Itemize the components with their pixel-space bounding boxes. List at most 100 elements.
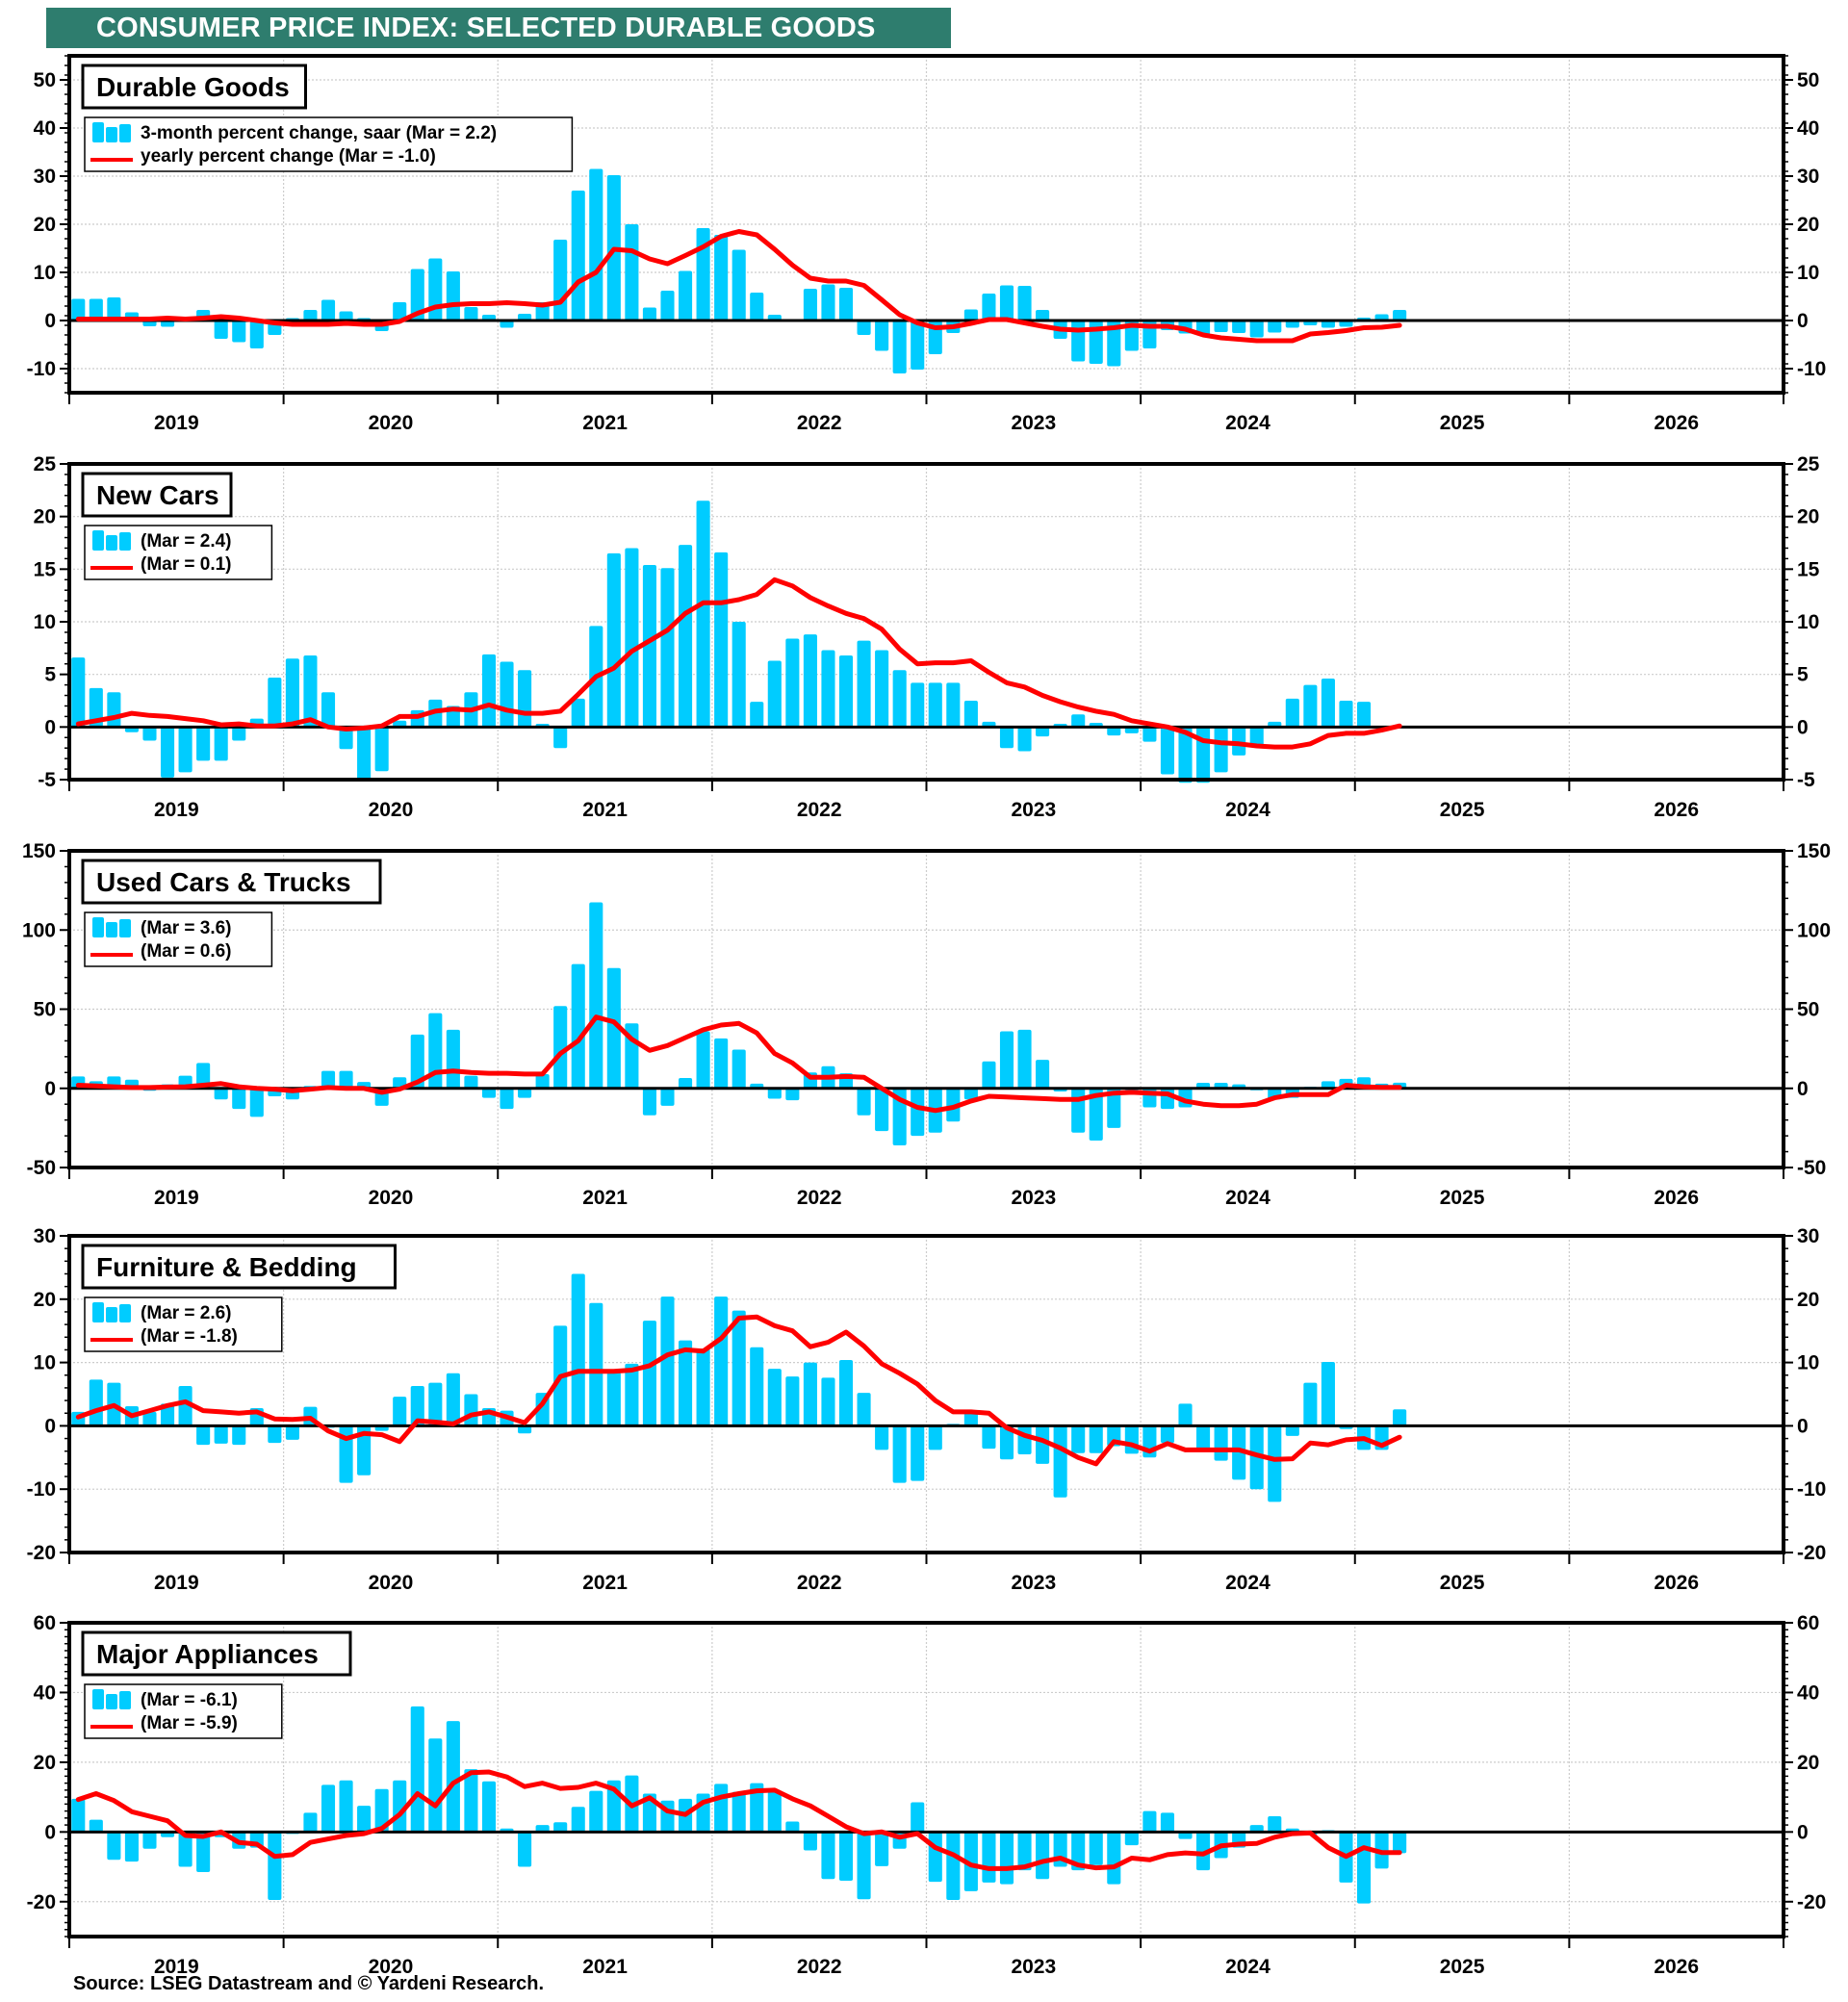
bar bbox=[321, 1070, 336, 1089]
bar bbox=[875, 321, 889, 351]
bar bbox=[1214, 1425, 1228, 1461]
bar bbox=[1071, 1088, 1086, 1133]
y-tick-label-left: -10 bbox=[27, 358, 56, 380]
bar bbox=[71, 298, 86, 321]
legend-label-bars: (Mar = -6.1) bbox=[141, 1690, 238, 1710]
bar bbox=[1178, 1832, 1193, 1839]
bar bbox=[1107, 1832, 1121, 1885]
bar bbox=[285, 1425, 299, 1440]
x-tick-label: 2019 bbox=[154, 412, 199, 434]
x-tick-label: 2023 bbox=[1011, 799, 1056, 821]
y-tick-label-left: 20 bbox=[34, 1289, 56, 1311]
bar bbox=[464, 1075, 478, 1089]
bar bbox=[160, 321, 175, 327]
y-tick-label-right: 10 bbox=[1797, 611, 1819, 633]
bar bbox=[821, 284, 835, 321]
y-tick-label-right: 25 bbox=[1797, 453, 1820, 475]
bar bbox=[732, 622, 746, 728]
legend: 3-month percent change, saar (Mar = 2.2)… bbox=[84, 116, 574, 172]
bar bbox=[750, 702, 764, 728]
bar bbox=[750, 293, 764, 321]
title-frame bbox=[81, 64, 307, 110]
bar bbox=[249, 1088, 264, 1117]
bar bbox=[696, 1348, 710, 1426]
bar bbox=[606, 967, 621, 1089]
title-frame bbox=[81, 472, 233, 518]
bar bbox=[892, 670, 907, 728]
bar bbox=[374, 727, 389, 772]
bar bbox=[1232, 1425, 1246, 1480]
bar bbox=[857, 640, 871, 728]
bar bbox=[1285, 321, 1299, 328]
bar bbox=[1303, 1382, 1318, 1426]
bar bbox=[1071, 714, 1086, 728]
bar bbox=[714, 235, 729, 321]
bar bbox=[1036, 1425, 1050, 1464]
bar bbox=[589, 1302, 603, 1426]
bar bbox=[1071, 1425, 1086, 1453]
bar bbox=[1107, 321, 1121, 367]
bar bbox=[803, 289, 817, 321]
bar bbox=[107, 297, 121, 321]
source-note: Source: LSEG Datastream and © Yardeni Re… bbox=[73, 1973, 545, 1994]
legend-frame bbox=[84, 116, 574, 172]
bar bbox=[999, 1425, 1014, 1460]
y-tick-label-right: 20 bbox=[1797, 214, 1819, 236]
bar bbox=[285, 658, 299, 728]
bar bbox=[821, 1377, 835, 1426]
bar bbox=[1356, 702, 1372, 728]
bar bbox=[589, 1790, 603, 1833]
y-tick-label-left: -50 bbox=[27, 1157, 56, 1179]
y-tick-label-left: 20 bbox=[34, 214, 56, 236]
bar-series bbox=[71, 168, 1407, 373]
bar bbox=[963, 1411, 978, 1426]
bar bbox=[142, 1832, 157, 1849]
x-tick-label: 2022 bbox=[797, 1956, 842, 1978]
y-tick-label-right: -10 bbox=[1797, 1478, 1826, 1501]
bar bbox=[696, 1031, 710, 1089]
bar bbox=[714, 1038, 729, 1089]
bar bbox=[875, 1832, 889, 1866]
bar bbox=[124, 1832, 139, 1862]
bar bbox=[1268, 321, 1282, 333]
bar bbox=[1036, 310, 1050, 321]
bar bbox=[946, 1832, 961, 1900]
line-points bbox=[78, 1317, 1400, 1464]
legend-label-line: (Mar = 0.6) bbox=[141, 941, 232, 962]
bar bbox=[214, 1088, 228, 1100]
bar bbox=[553, 1006, 568, 1089]
bar bbox=[1339, 321, 1353, 327]
bar bbox=[803, 634, 817, 728]
legend-bar-swatch bbox=[106, 1694, 117, 1709]
bar bbox=[660, 1088, 675, 1106]
bar bbox=[911, 682, 925, 728]
bar bbox=[1107, 727, 1121, 736]
bar bbox=[1160, 727, 1175, 775]
bar bbox=[678, 270, 693, 321]
y-tick-label-right: 20 bbox=[1797, 1752, 1819, 1774]
y-tick-label-left: 25 bbox=[34, 453, 57, 475]
bar bbox=[714, 1784, 729, 1833]
y-tick-label-right: 50 bbox=[1797, 999, 1819, 1021]
bar bbox=[1124, 1425, 1139, 1454]
x-tick-label: 2025 bbox=[1440, 1187, 1485, 1209]
bar bbox=[1178, 727, 1193, 783]
legend-label-line: yearly percent change (Mar = -1.0) bbox=[141, 146, 436, 167]
x-tick-label: 2026 bbox=[1654, 1572, 1699, 1594]
bar bbox=[1196, 727, 1211, 783]
panel-title: Used Cars & Trucks bbox=[96, 867, 351, 897]
bar bbox=[446, 1029, 460, 1089]
bar bbox=[732, 1049, 746, 1089]
y-tick-label-right: 100 bbox=[1797, 919, 1831, 941]
bar bbox=[410, 1034, 424, 1089]
bar bbox=[1017, 1425, 1032, 1455]
y-tick-label-right: 0 bbox=[1797, 310, 1809, 332]
bar bbox=[1071, 321, 1086, 362]
title-frame bbox=[81, 1244, 397, 1290]
x-tick-label: 2020 bbox=[369, 1572, 414, 1594]
bar bbox=[464, 307, 478, 321]
bar bbox=[268, 1425, 282, 1444]
